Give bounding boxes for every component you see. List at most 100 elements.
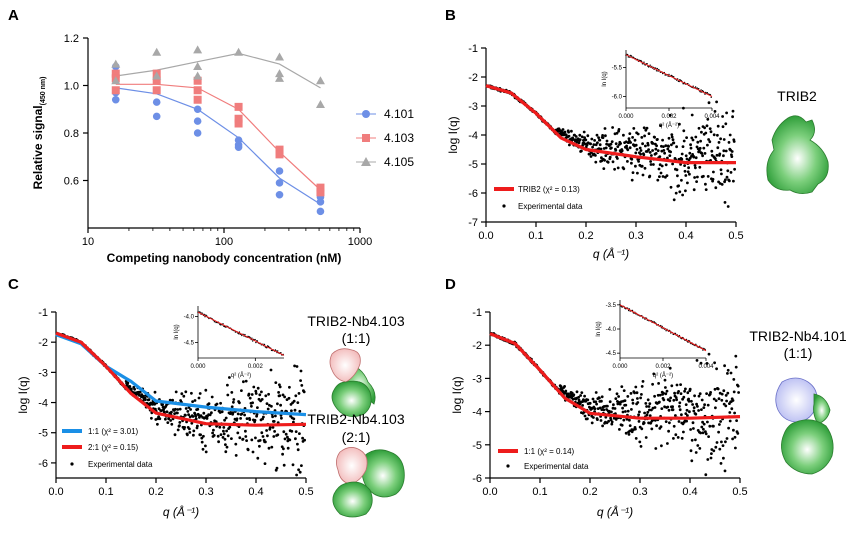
experimental-data-point <box>204 450 208 454</box>
experimental-data-point <box>596 141 599 145</box>
experimental-data-point <box>655 424 658 428</box>
experimental-data-point <box>686 414 689 417</box>
experimental-data-point <box>712 397 716 401</box>
experimental-data-point <box>659 171 663 175</box>
inset-fit-line <box>197 311 285 356</box>
experimental-data-point <box>694 451 698 454</box>
experimental-data-point <box>693 176 696 179</box>
experimental-data-point <box>130 387 133 391</box>
inset-data-point <box>646 63 648 65</box>
chart-a-ylabel: Relative signal(450 nm) <box>31 77 47 190</box>
experimental-data-point <box>256 386 260 390</box>
experimental-data-point <box>639 152 642 156</box>
experimental-data-point <box>614 397 618 400</box>
experimental-data-point <box>674 396 678 399</box>
experimental-data-point <box>244 429 247 433</box>
experimental-data-point <box>698 146 702 150</box>
experimental-data-point <box>693 164 697 167</box>
data-point-4.105 <box>152 71 162 80</box>
experimental-data-point <box>570 129 573 133</box>
experimental-data-point <box>687 399 691 403</box>
experimental-data-point <box>691 138 695 142</box>
experimental-data-point <box>142 394 145 398</box>
experimental-data-point <box>695 402 698 406</box>
experimental-data-point <box>660 444 663 448</box>
data-point-4.103 <box>193 95 202 104</box>
experimental-data-point <box>730 155 734 159</box>
legend-4-103-marker <box>362 134 370 142</box>
inset-ytick-label: -3.5 <box>606 303 617 309</box>
experimental-data-point <box>138 394 141 397</box>
chart-b-ytick-label: -1 <box>468 43 478 55</box>
experimental-data-point <box>594 391 598 394</box>
experimental-data-point <box>603 158 606 162</box>
experimental-data-point <box>671 162 674 166</box>
experimental-data-point <box>672 398 676 402</box>
experimental-data-point <box>622 389 626 392</box>
experimental-data-point <box>619 142 622 145</box>
experimental-data-point <box>666 442 669 445</box>
experimental-data-point <box>186 410 190 413</box>
experimental-data-point <box>303 438 306 442</box>
experimental-data-point <box>606 160 610 164</box>
experimental-data-point <box>564 133 568 137</box>
experimental-data-point <box>243 413 247 417</box>
experimental-data-point <box>679 163 682 166</box>
experimental-data-point <box>648 151 652 154</box>
inset-data-point <box>254 338 256 341</box>
experimental-data-point <box>590 137 594 141</box>
experimental-data-point <box>216 434 220 438</box>
experimental-data-point <box>602 167 606 171</box>
experimental-data-point <box>633 391 636 395</box>
experimental-data-point <box>643 411 646 415</box>
experimental-data-point <box>615 131 619 135</box>
experimental-data-point <box>266 407 270 411</box>
experimental-data-point <box>221 436 225 439</box>
experimental-data-point <box>292 420 295 424</box>
experimental-data-point <box>709 391 712 394</box>
experimental-data-point <box>704 131 708 135</box>
experimental-data-point <box>676 174 679 178</box>
chart-d-saxs-nb4101: -6 -5 -4 -3 -2 -1 0.0 0.1 0.2 0.3 0.4 0.5 q (Å⁻¹) l… <box>450 300 748 519</box>
inset-data-point <box>665 330 667 332</box>
experimental-data-point <box>675 168 679 172</box>
experimental-data-point <box>559 385 563 388</box>
inset-fit-line <box>619 304 707 352</box>
experimental-data-point <box>731 437 734 441</box>
chart-d-xtick-label: 0.1 <box>532 486 547 498</box>
experimental-data-point <box>640 427 644 431</box>
experimental-data-point <box>718 152 722 156</box>
experimental-data-point <box>646 143 650 147</box>
legend-4-101-label: 4.101 <box>384 107 414 121</box>
experimental-data-point <box>178 424 181 428</box>
experimental-data-point <box>672 424 676 428</box>
experimental-data-point <box>728 179 731 183</box>
experimental-data-point <box>631 171 635 175</box>
experimental-data-point <box>270 404 273 408</box>
experimental-data-point <box>198 392 202 395</box>
data-point-4.103 <box>234 114 243 123</box>
experimental-data-point <box>670 384 674 388</box>
data-point-4.103 <box>193 86 202 95</box>
experimental-data-point <box>704 188 708 192</box>
experimental-data-point <box>718 423 721 426</box>
experimental-data-point <box>698 149 701 152</box>
experimental-data-point <box>264 394 268 398</box>
experimental-data-point <box>166 421 170 424</box>
experimental-data-point <box>580 391 584 394</box>
experimental-data-point <box>231 411 235 415</box>
chart-a-xtick-label: 1000 <box>348 236 372 248</box>
experimental-data-point <box>567 134 571 138</box>
chart-b-ytick-label: -3 <box>468 101 478 113</box>
experimental-data-point <box>628 424 632 427</box>
experimental-data-point <box>722 154 725 158</box>
chart-b-ytick-label: -7 <box>468 217 478 229</box>
experimental-data-point <box>586 417 589 421</box>
experimental-data-point <box>244 379 248 383</box>
experimental-data-point <box>697 409 700 412</box>
inset-xtick-label: 0.004 <box>698 364 714 370</box>
chart-a-ylabel-main: Relative signal <box>31 105 45 189</box>
experimental-data-point <box>232 398 236 401</box>
data-point-4.105 <box>275 52 285 61</box>
experimental-data-point <box>690 113 694 117</box>
